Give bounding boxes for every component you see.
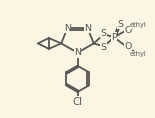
Text: P: P	[111, 33, 117, 42]
Text: S: S	[101, 29, 107, 38]
Text: S: S	[101, 43, 107, 52]
Text: Cl: Cl	[73, 97, 82, 107]
Text: ethyl: ethyl	[130, 22, 147, 28]
Text: N: N	[84, 23, 91, 33]
Text: N: N	[64, 23, 71, 33]
Text: O: O	[124, 42, 132, 51]
Text: O: O	[124, 26, 132, 35]
Text: ethyl: ethyl	[130, 51, 147, 57]
Text: N: N	[74, 48, 81, 57]
Text: S: S	[117, 20, 123, 29]
